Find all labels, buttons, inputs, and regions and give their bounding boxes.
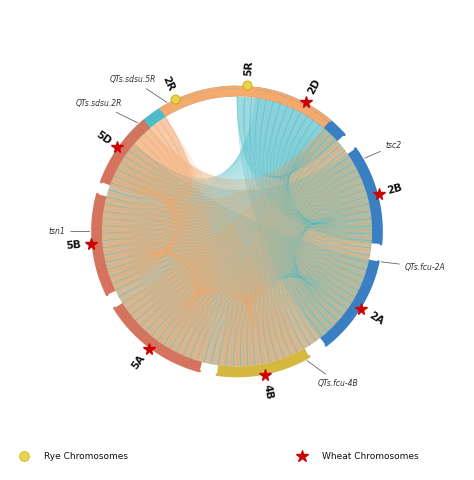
- Polygon shape: [102, 117, 372, 367]
- Wedge shape: [217, 348, 309, 376]
- Wedge shape: [256, 88, 344, 141]
- Polygon shape: [102, 117, 372, 367]
- Text: QTs.fcu-2A: QTs.fcu-2A: [381, 262, 446, 272]
- Wedge shape: [92, 194, 116, 295]
- Wedge shape: [320, 260, 378, 345]
- Wedge shape: [127, 87, 237, 144]
- Text: tsc2: tsc2: [365, 141, 402, 158]
- Text: 5A: 5A: [130, 353, 147, 371]
- Text: 2B: 2B: [386, 182, 404, 196]
- Text: 2A: 2A: [367, 310, 385, 326]
- Polygon shape: [102, 117, 372, 367]
- Text: tsn1: tsn1: [48, 227, 90, 236]
- Wedge shape: [347, 149, 382, 244]
- Polygon shape: [102, 117, 372, 367]
- Polygon shape: [102, 96, 372, 367]
- Polygon shape: [102, 96, 372, 367]
- Text: QTs.sdsu.2R: QTs.sdsu.2R: [76, 99, 138, 123]
- Text: Wheat Chromosomes: Wheat Chromosomes: [322, 452, 419, 461]
- Wedge shape: [161, 87, 330, 128]
- Text: QTs.sdsu.5R: QTs.sdsu.5R: [110, 75, 167, 102]
- Wedge shape: [115, 303, 202, 371]
- Text: QTs.fcu-4B: QTs.fcu-4B: [307, 360, 358, 387]
- Text: 2D: 2D: [306, 78, 322, 96]
- Polygon shape: [102, 96, 372, 367]
- Text: 4B: 4B: [262, 384, 274, 401]
- Text: Rye Chromosomes: Rye Chromosomes: [45, 452, 128, 461]
- Text: 2R: 2R: [160, 74, 175, 92]
- Wedge shape: [101, 121, 150, 185]
- Text: 5R: 5R: [243, 60, 254, 76]
- Text: 5D: 5D: [93, 129, 112, 146]
- Text: 5B: 5B: [66, 240, 82, 252]
